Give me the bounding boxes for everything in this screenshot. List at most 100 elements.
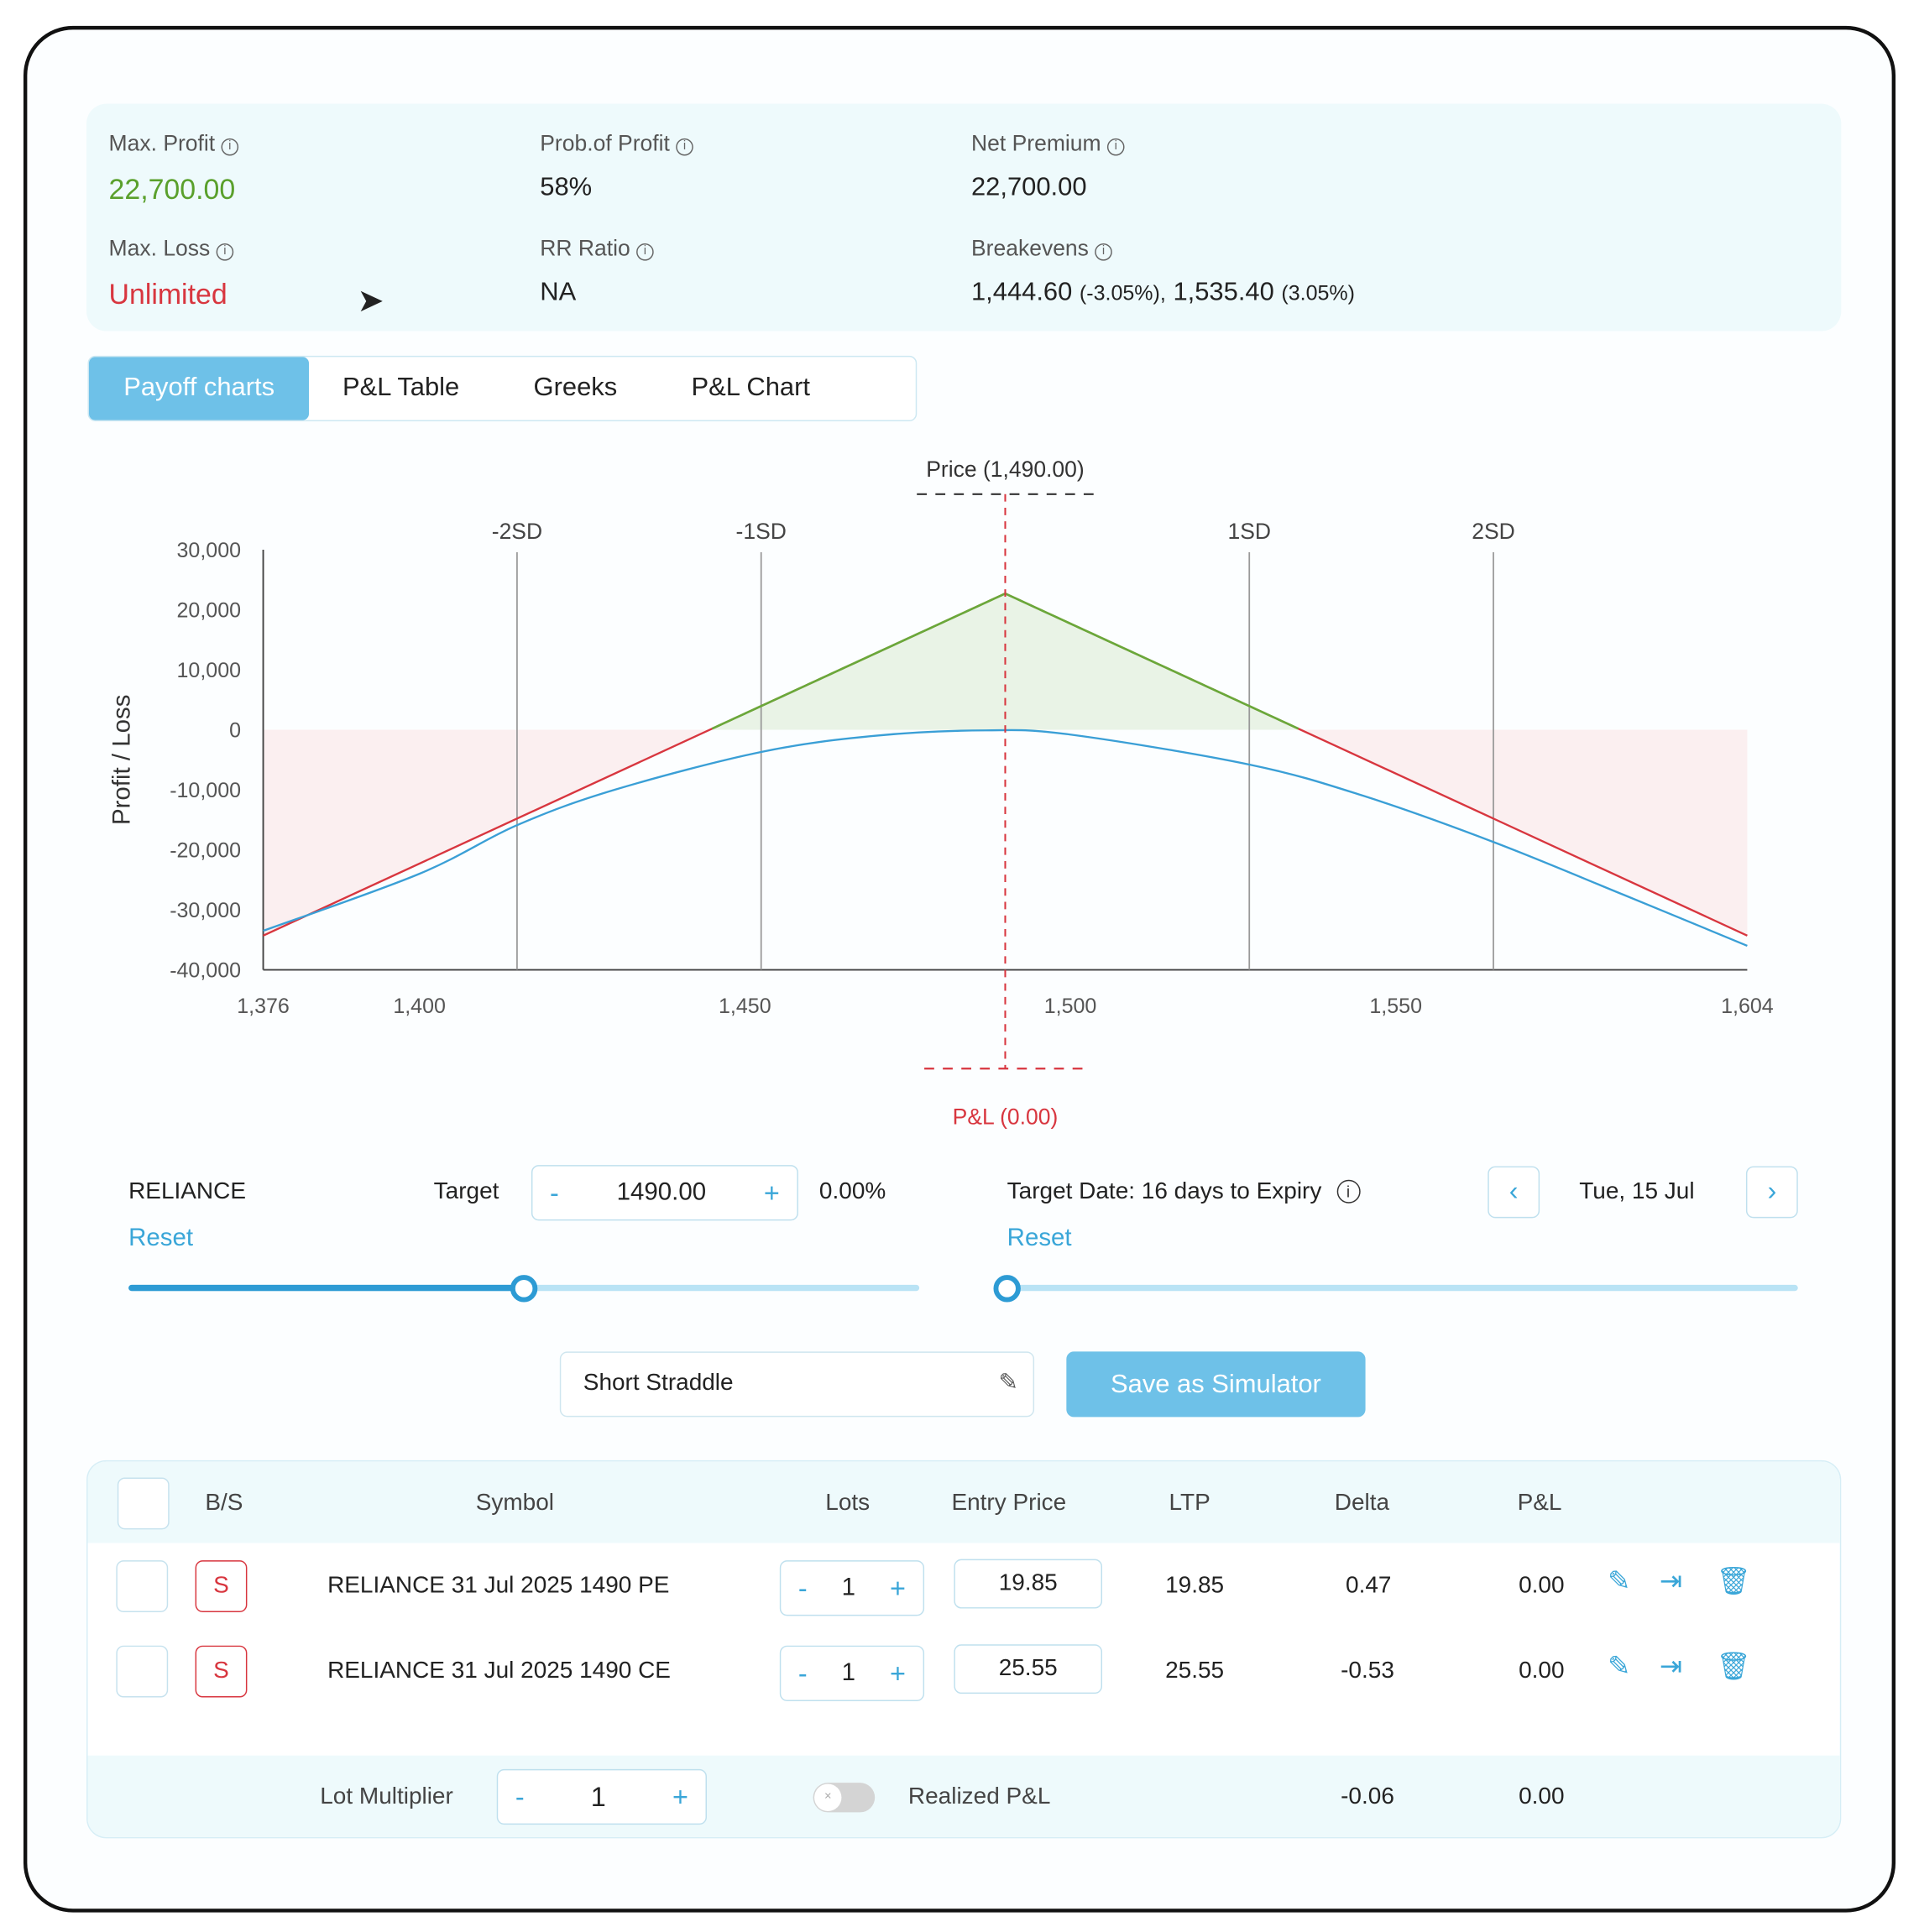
entry-price-input[interactable]: 19.85 — [954, 1559, 1103, 1609]
info-icon[interactable]: i — [676, 138, 693, 156]
breakeven-lower: 1,444.60 — [970, 278, 1073, 307]
price-slider-handle[interactable] — [510, 1275, 538, 1303]
breakeven-upper: 1,535.40 — [1173, 278, 1274, 307]
header-delta: Delta — [1334, 1490, 1390, 1517]
pencil-icon[interactable]: ✎ — [998, 1370, 1018, 1397]
sell-badge[interactable]: S — [195, 1645, 248, 1698]
y-tick-label: 0 — [229, 718, 241, 742]
y-tick-label: -30,000 — [170, 899, 241, 922]
increment-button[interactable]: + — [890, 1572, 906, 1603]
decrement-button[interactable]: - — [515, 1780, 525, 1812]
sell-badge[interactable]: S — [195, 1560, 248, 1612]
date-slider[interactable] — [993, 1275, 1798, 1303]
price-slider-fill — [128, 1284, 525, 1292]
price-slider[interactable] — [128, 1275, 920, 1303]
pnl: 0.00 — [1519, 1658, 1565, 1684]
row-checkbox[interactable] — [116, 1560, 169, 1612]
x-tick-label: 1,500 — [1044, 995, 1097, 1018]
target-pct: 0.00% — [818, 1178, 886, 1205]
select-all-checkbox[interactable] — [117, 1477, 170, 1530]
lots-value[interactable]: 1 — [841, 1574, 856, 1601]
max-loss-label-text: Max. Loss — [108, 236, 211, 261]
net-premium-value: 22,700.00 — [970, 173, 1087, 201]
row-checkbox[interactable] — [116, 1645, 169, 1698]
info-icon[interactable]: i — [1336, 1179, 1360, 1204]
y-tick-label: -20,000 — [170, 838, 241, 862]
symbol: RELIANCE 31 Jul 2025 1490 PE — [327, 1572, 670, 1599]
net-premium-label-text: Net Premium — [970, 131, 1101, 156]
prev-date-button[interactable]: ‹ — [1488, 1166, 1540, 1219]
increment-button[interactable]: + — [672, 1780, 688, 1812]
info-icon[interactable]: i — [216, 243, 234, 261]
increment-button[interactable]: + — [763, 1177, 780, 1208]
lot-multiplier-value[interactable]: 1 — [590, 1780, 606, 1812]
tab-payoff-charts[interactable]: Payoff charts — [88, 357, 310, 420]
info-icon[interactable]: i — [1095, 243, 1112, 261]
prob-profit-label-text: Prob.of Profit — [540, 131, 670, 156]
symbol: RELIANCE 31 Jul 2025 1490 CE — [327, 1658, 671, 1684]
prob-profit-label: Prob.of Profit i — [540, 131, 693, 157]
ltp: 25.55 — [1165, 1658, 1225, 1684]
y-tick-label: -10,000 — [170, 779, 241, 802]
date-slider-handle[interactable] — [993, 1275, 1021, 1303]
target-date-text: Target Date: 16 days to Expiry — [1007, 1178, 1322, 1205]
rr-ratio-label: RR Ratio i — [540, 236, 654, 262]
sd-label: 1SD — [1227, 519, 1271, 544]
lots-stepper[interactable]: - 1 + — [779, 1560, 925, 1616]
tab-pl-table[interactable]: P&L Table — [342, 373, 460, 402]
target-label: Target — [433, 1178, 499, 1205]
table-row: S RELIANCE 31 Jul 2025 1490 PE - 1 + 19.85… — [88, 1559, 1840, 1634]
pnl-total: 0.00 — [1519, 1783, 1565, 1810]
target-date-value: Tue, 15 Jul — [1579, 1178, 1695, 1205]
edit-icon[interactable]: ✎ — [1608, 1565, 1631, 1596]
header-ltp: LTP — [1169, 1490, 1210, 1517]
max-loss-value: Unlimited — [108, 278, 227, 311]
decrement-button[interactable]: - — [797, 1657, 808, 1689]
table-row: S RELIANCE 31 Jul 2025 1490 CE - 1 + 25.55… — [88, 1644, 1840, 1720]
breakeven-upper-pct: (3.05%) — [1281, 281, 1356, 305]
realized-pl-toggle[interactable]: × — [813, 1783, 876, 1813]
save-as-simulator-button[interactable]: Save as Simulator — [1066, 1351, 1366, 1418]
y-tick-label: -40,000 — [170, 958, 241, 982]
target-date-label: Target Date: 16 days to Expiry i — [1007, 1178, 1360, 1205]
info-icon[interactable]: i — [221, 138, 239, 156]
trash-icon[interactable]: 🗑︎ — [1716, 1650, 1751, 1682]
decrement-button[interactable]: - — [550, 1177, 559, 1208]
lot-multiplier-stepper[interactable]: - 1 + — [496, 1768, 707, 1825]
next-date-button[interactable]: › — [1745, 1166, 1798, 1219]
exit-icon[interactable]: ⇥ — [1659, 1650, 1683, 1682]
breakevens-label-text: Breakevens — [970, 236, 1089, 261]
tab-pl-chart[interactable]: P&L Chart — [691, 373, 810, 402]
header-lots: Lots — [825, 1490, 871, 1517]
pnl-label: P&L (0.00) — [953, 1104, 1059, 1130]
breakeven-lower-pct: (-3.05%), — [1079, 281, 1166, 305]
info-icon[interactable]: i — [636, 243, 654, 261]
tab-greeks[interactable]: Greeks — [533, 373, 618, 402]
trash-icon[interactable]: 🗑︎ — [1716, 1565, 1751, 1596]
header-symbol: Symbol — [475, 1490, 554, 1517]
lots-value[interactable]: 1 — [841, 1658, 856, 1687]
y-axis-label: Profit / Loss — [108, 695, 136, 825]
strategy-name-input[interactable]: Short Straddle ✎ — [559, 1351, 1035, 1418]
increment-button[interactable]: + — [890, 1657, 906, 1689]
price-label: Price (1,490.00) — [926, 457, 1084, 482]
info-icon[interactable]: i — [1106, 138, 1125, 156]
max-profit-label: Max. Profit i — [109, 131, 239, 157]
exit-icon[interactable]: ⇥ — [1659, 1565, 1683, 1596]
net-premium-label: Net Premium i — [971, 131, 1125, 157]
target-price-input[interactable]: 1490.00 — [616, 1178, 707, 1206]
target-price-stepper[interactable]: - 1490.00 + — [531, 1165, 798, 1221]
ltp: 19.85 — [1165, 1572, 1225, 1599]
chart-tabs: Payoff charts P&L Table Greeks P&L Chart — [87, 355, 918, 421]
table-footer: Lot Multiplier -1 + × Realized P&L -0.06 … — [87, 1755, 1840, 1837]
toggle-knob: × — [814, 1783, 842, 1811]
edit-icon[interactable]: ✎ — [1608, 1650, 1631, 1682]
lots-stepper[interactable]: - 1 + — [779, 1645, 925, 1701]
date-reset-link[interactable]: Reset — [1007, 1224, 1072, 1252]
breakevens-value: 1,444.60 (-3.05%), 1,535.40 (3.05%) — [971, 278, 1355, 307]
price-reset-link[interactable]: Reset — [128, 1224, 193, 1252]
x-tick-label: 1,400 — [393, 995, 446, 1018]
decrement-button[interactable]: - — [797, 1572, 808, 1603]
delta: 0.47 — [1346, 1572, 1392, 1599]
entry-price-input[interactable]: 25.55 — [954, 1644, 1103, 1694]
